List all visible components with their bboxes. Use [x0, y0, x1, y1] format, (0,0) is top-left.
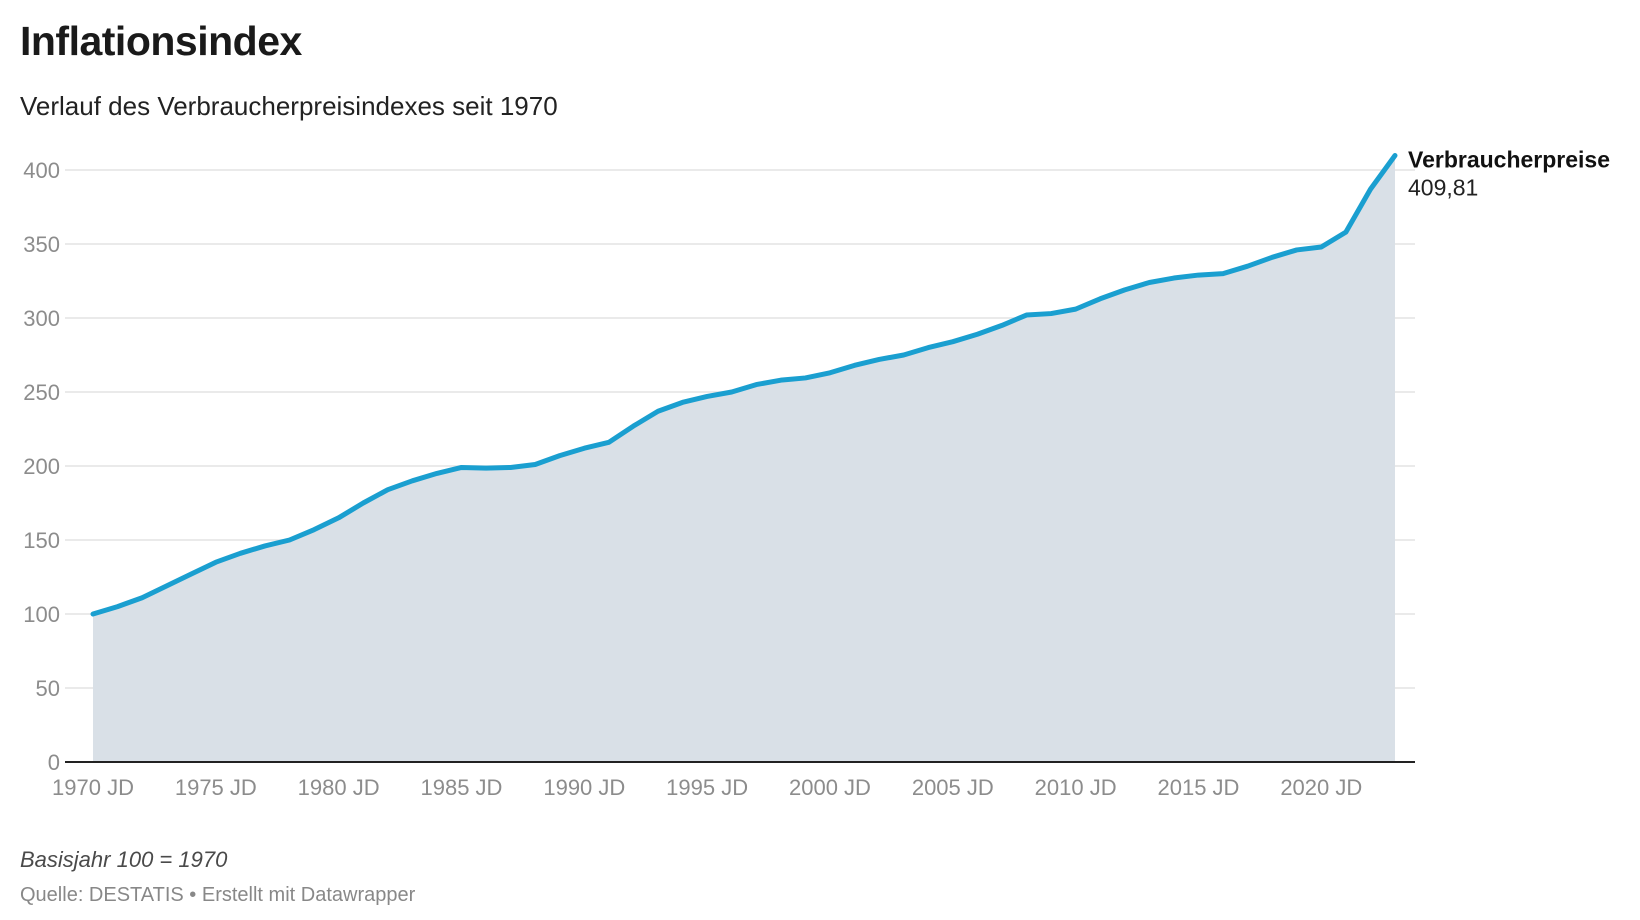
- series-line-verbraucherpreise: [90, 152, 1398, 617]
- y-tick-label-200: 200: [23, 454, 60, 479]
- y-tick-label-150: 150: [23, 528, 60, 553]
- x-tick-label-1990: 1990 JD: [543, 775, 625, 800]
- x-tick-label-2000: 2000 JD: [789, 775, 871, 800]
- y-tick-label-250: 250: [23, 380, 60, 405]
- series-name-label: Verbraucherpreise: [1408, 146, 1610, 172]
- y-tick-label-50: 50: [36, 676, 60, 701]
- x-tick-label-1970: 1970 JD: [52, 775, 134, 800]
- x-tick-label-1985: 1985 JD: [421, 775, 503, 800]
- source-credit: Quelle: DESTATIS • Erstellt mit Datawrap…: [20, 884, 416, 906]
- y-tick-label-350: 350: [23, 232, 60, 257]
- series-end-value-label: 409,81: [1408, 174, 1478, 200]
- chart-subtitle: Verlauf des Verbraucherpreisindexes seit…: [20, 91, 558, 121]
- y-tick-label-300: 300: [23, 306, 60, 331]
- x-tick-label-2005: 2005 JD: [912, 775, 994, 800]
- y-tick-label-0: 0: [48, 750, 60, 775]
- x-tick-label-2010: 2010 JD: [1035, 775, 1117, 800]
- y-tick-label-100: 100: [23, 602, 60, 627]
- base-year-note: Basisjahr 100 = 1970: [20, 847, 228, 872]
- x-tick-label-1995: 1995 JD: [666, 775, 748, 800]
- area-fill: [93, 155, 1395, 763]
- chart-title: Inflationsindex: [20, 18, 302, 64]
- x-tick-label-2015: 2015 JD: [1157, 775, 1239, 800]
- y-tick-label-400: 400: [23, 158, 60, 183]
- x-tick-label-1980: 1980 JD: [298, 775, 380, 800]
- x-tick-label-2020: 2020 JD: [1280, 775, 1362, 800]
- x-tick-label-1975: 1975 JD: [175, 775, 257, 800]
